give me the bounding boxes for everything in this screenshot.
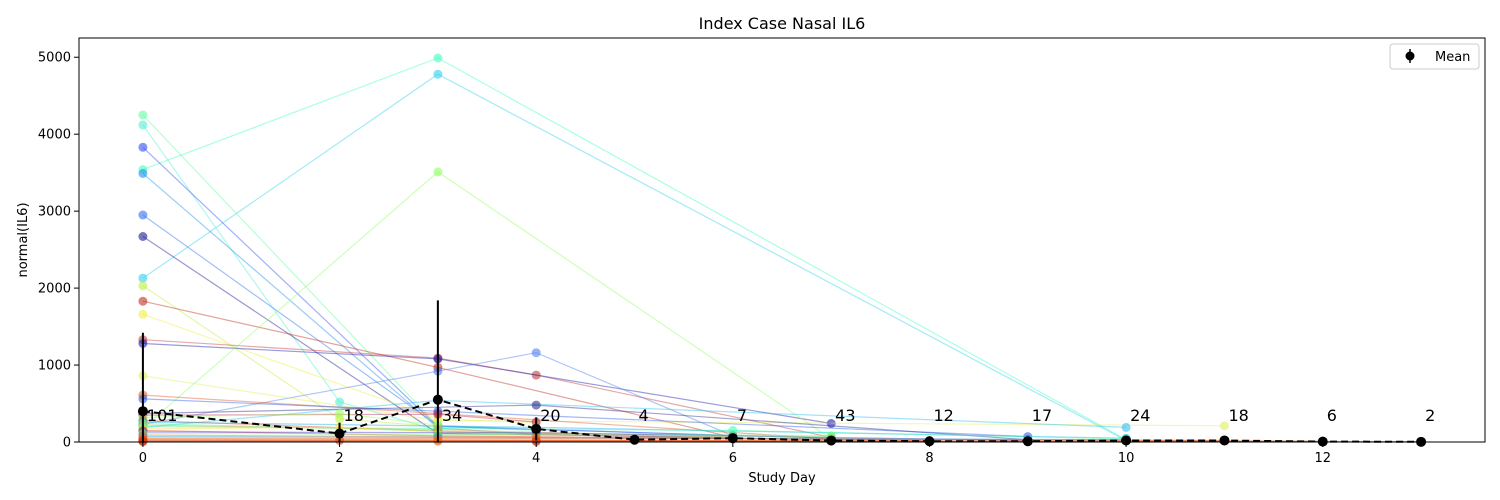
y-tick-label: 0 bbox=[63, 436, 71, 451]
y-axis-title: normal(IL6) bbox=[16, 202, 31, 277]
sample-count-label: 4 bbox=[639, 406, 649, 425]
x-tick-label: 0 bbox=[139, 451, 147, 466]
subject-point bbox=[138, 142, 148, 152]
mean-point bbox=[727, 433, 738, 444]
x-tick-label: 10 bbox=[1118, 451, 1135, 466]
legend: Mean bbox=[1389, 43, 1480, 70]
x-tick-label: 4 bbox=[532, 451, 540, 466]
sample-count-label: 34 bbox=[442, 406, 462, 425]
subject-point bbox=[433, 53, 443, 63]
subject-point bbox=[1219, 421, 1229, 431]
x-axis-ticks: 0 2 4 6 8 10 12 bbox=[139, 442, 1331, 466]
mean-point bbox=[629, 434, 640, 445]
subject-point bbox=[138, 168, 148, 178]
x-tick-label: 6 bbox=[729, 451, 737, 466]
subject-series bbox=[138, 53, 1131, 445]
subject-series-group bbox=[138, 53, 1426, 447]
sample-count-label: 43 bbox=[835, 406, 855, 425]
subject-point bbox=[138, 120, 148, 130]
mean-point bbox=[531, 423, 542, 434]
subject-point bbox=[433, 69, 443, 79]
mean-point bbox=[826, 435, 837, 446]
x-axis-title: Study Day bbox=[748, 471, 816, 486]
sample-count-label: 2 bbox=[1425, 406, 1435, 425]
x-tick-label: 2 bbox=[335, 451, 343, 466]
subject-point bbox=[138, 281, 148, 291]
plot-frame bbox=[78, 37, 1486, 443]
subject-point bbox=[335, 397, 345, 407]
sample-count-label: 24 bbox=[1130, 406, 1150, 425]
y-tick-label: 5000 bbox=[38, 51, 71, 66]
subject-point bbox=[138, 210, 148, 220]
mean-point bbox=[1121, 435, 1132, 446]
subject-point bbox=[826, 419, 836, 428]
sample-count-label: 17 bbox=[1032, 406, 1052, 425]
subject-point bbox=[433, 167, 443, 177]
sample-count-label: 20 bbox=[540, 406, 560, 425]
subject-line bbox=[142, 114, 537, 432]
legend-mean-marker bbox=[1405, 51, 1415, 61]
mean-point bbox=[334, 428, 345, 439]
subject-point bbox=[138, 232, 148, 241]
subject-line bbox=[142, 146, 832, 439]
subject-point bbox=[531, 400, 541, 410]
x-tick-label: 8 bbox=[925, 451, 933, 466]
sample-count-label: 7 bbox=[737, 406, 747, 425]
sample-count-labels: 101 18 34 20 4 7 43 12 17 24 18 6 2 bbox=[147, 406, 1435, 425]
mean-series-group bbox=[137, 300, 1427, 447]
sample-count-label: 6 bbox=[1327, 406, 1337, 425]
chart-title: Index Case Nasal IL6 bbox=[699, 14, 866, 33]
y-tick-label: 1000 bbox=[38, 359, 71, 374]
sample-count-label: 18 bbox=[344, 406, 364, 425]
sample-count-label: 12 bbox=[933, 406, 953, 425]
legend-entry-mean: Mean bbox=[1435, 50, 1470, 65]
mean-point bbox=[1022, 436, 1033, 447]
mean-point bbox=[432, 394, 443, 405]
mean-point bbox=[137, 406, 148, 417]
mean-point bbox=[1219, 435, 1230, 446]
subject-point bbox=[335, 409, 345, 418]
subject-point bbox=[138, 273, 148, 283]
y-tick-label: 4000 bbox=[38, 128, 71, 143]
subject-series bbox=[138, 142, 836, 443]
subject-point bbox=[728, 426, 738, 435]
subject-line bbox=[142, 352, 734, 437]
subject-line bbox=[142, 375, 1225, 427]
y-tick-label: 2000 bbox=[38, 282, 71, 297]
subject-series bbox=[138, 110, 541, 435]
subject-point bbox=[531, 348, 541, 358]
subject-line bbox=[142, 172, 537, 435]
subject-point bbox=[138, 309, 148, 319]
subject-point bbox=[531, 370, 541, 380]
legend-frame bbox=[1389, 43, 1480, 70]
x-tick-label: 12 bbox=[1314, 451, 1331, 466]
sample-count-label: 18 bbox=[1228, 406, 1248, 425]
subject-point bbox=[138, 110, 148, 120]
subject-point bbox=[1121, 422, 1131, 432]
mean-point bbox=[924, 436, 935, 447]
subject-series bbox=[138, 69, 1131, 445]
y-tick-label: 3000 bbox=[38, 205, 71, 220]
subject-point bbox=[138, 296, 148, 306]
subject-line bbox=[142, 339, 832, 438]
y-axis-ticks: 0 1000 2000 3000 4000 5000 bbox=[38, 51, 79, 451]
subject-line bbox=[142, 57, 1127, 441]
sample-count-label: 101 bbox=[147, 406, 178, 425]
